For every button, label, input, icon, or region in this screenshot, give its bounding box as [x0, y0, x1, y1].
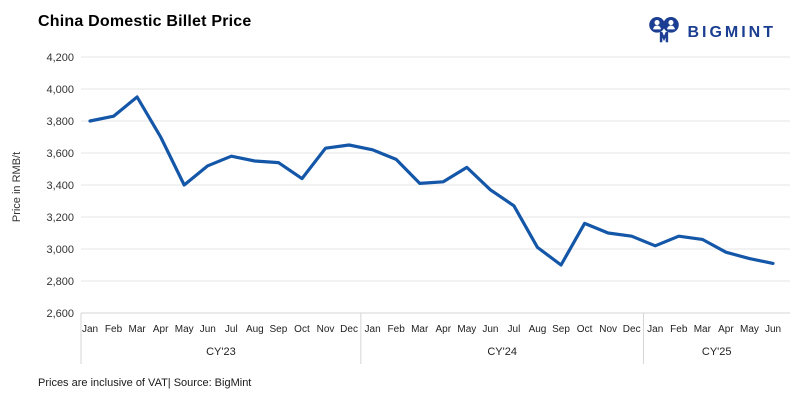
x-tick-label: Oct: [294, 324, 310, 335]
x-tick-label: Jan: [82, 324, 98, 335]
bigmint-logo: BIGMINT: [648, 16, 776, 50]
x-tick-label: Aug: [529, 324, 547, 335]
x-tick-label: Jun: [482, 324, 498, 335]
x-axis-year-label: CY'24: [487, 346, 517, 358]
y-tick-label: 3,600: [46, 148, 74, 160]
x-tick-label: Jul: [225, 324, 238, 335]
price-series-line: [88, 95, 775, 267]
x-tick-label: May: [175, 324, 194, 335]
x-tick-label: Jul: [508, 324, 521, 335]
x-tick-label: Dec: [340, 324, 358, 335]
x-axis-year-label: CY'23: [206, 346, 236, 358]
x-tick-label: Mar: [411, 324, 429, 335]
x-tick-label: Jun: [200, 324, 216, 335]
x-tick-label: May: [457, 324, 476, 335]
footer-note: Prices are inclusive of VAT| Source: Big…: [38, 377, 252, 389]
x-tick-label: Aug: [246, 324, 264, 335]
x-tick-label: Nov: [317, 324, 335, 335]
bigmint-logo-text: BIGMINT: [687, 24, 776, 41]
x-tick-label: May: [740, 324, 759, 335]
x-tick-label: Feb: [105, 324, 123, 335]
x-tick-label: Mar: [128, 324, 146, 335]
y-tick-label: 4,000: [46, 84, 74, 96]
y-tick-label: 3,000: [46, 244, 74, 256]
bigmint-people-icon: [648, 16, 680, 50]
x-tick-label: Dec: [623, 324, 641, 335]
y-tick-label: 4,200: [46, 52, 74, 64]
x-tick-label: Nov: [599, 324, 617, 335]
x-tick-label: Feb: [388, 324, 406, 335]
chart-title: China Domestic Billet Price: [38, 13, 252, 30]
x-tick-label: Sep: [552, 324, 570, 335]
y-tick-label: 2,800: [46, 276, 74, 288]
x-axis-year-label: CY'25: [702, 346, 732, 358]
y-tick-label: 3,800: [46, 116, 74, 128]
x-tick-label: Mar: [694, 324, 712, 335]
x-tick-label: Feb: [670, 324, 688, 335]
y-axis-title: Price in RMB/t: [11, 152, 23, 222]
x-tick-label: Apr: [718, 324, 734, 335]
x-tick-label: Apr: [435, 324, 451, 335]
x-tick-label: Oct: [577, 324, 593, 335]
y-tick-label: 3,400: [46, 180, 74, 192]
x-tick-label: Jan: [365, 324, 381, 335]
x-tick-label: Apr: [153, 324, 169, 335]
y-tick-label: 2,600: [46, 308, 74, 320]
y-tick-label: 3,200: [46, 212, 74, 224]
x-tick-label: Jan: [647, 324, 663, 335]
x-tick-label: Jun: [765, 324, 781, 335]
x-tick-label: Sep: [270, 324, 288, 335]
